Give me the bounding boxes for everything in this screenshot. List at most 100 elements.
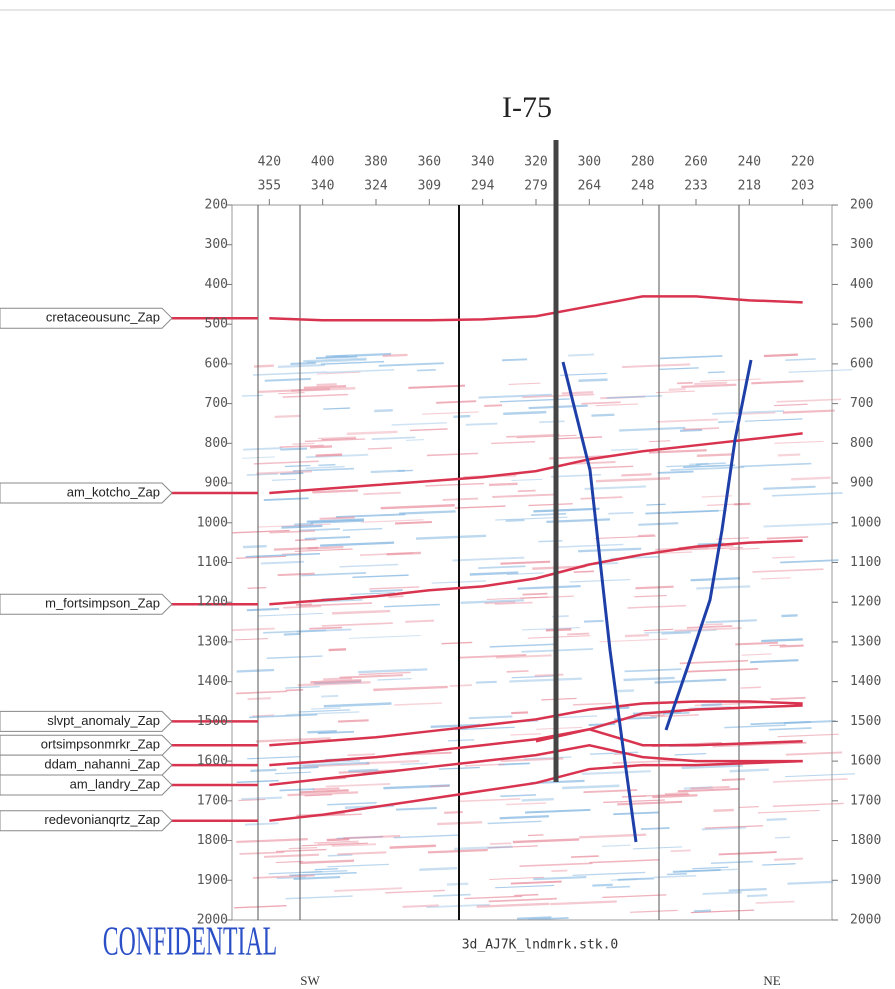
reflector xyxy=(518,586,581,589)
reflector xyxy=(589,860,659,863)
horizon-label: am_landry_Zap xyxy=(70,776,160,791)
x-tick-label: 320 xyxy=(524,155,547,170)
reflector xyxy=(453,416,470,417)
reflector xyxy=(595,404,638,406)
reflector xyxy=(573,872,646,875)
reflector xyxy=(311,708,341,709)
reflector xyxy=(236,839,307,842)
x-tick-label: 260 xyxy=(684,155,707,170)
reflector xyxy=(524,757,571,759)
reflector xyxy=(317,384,337,385)
reflector xyxy=(348,770,378,771)
reflector xyxy=(512,676,556,678)
reflector xyxy=(430,786,449,787)
reflector xyxy=(677,383,693,384)
reflector xyxy=(339,565,398,567)
y-tick-label: 400 xyxy=(850,277,873,292)
reflector xyxy=(358,669,427,672)
reflector xyxy=(541,698,576,699)
reflector xyxy=(384,604,440,606)
reflector xyxy=(514,895,538,896)
reflector xyxy=(436,401,476,403)
reflector xyxy=(591,415,614,416)
reflector xyxy=(502,359,527,360)
reflector xyxy=(254,366,274,367)
reflector xyxy=(469,716,513,718)
x-tick-label: 300 xyxy=(578,155,601,170)
reflector xyxy=(764,355,798,356)
reflector xyxy=(442,642,473,643)
reflector xyxy=(394,703,442,705)
reflector xyxy=(332,611,390,613)
reflector xyxy=(489,899,557,902)
reflector xyxy=(408,386,465,388)
reflector xyxy=(340,675,403,678)
reflector xyxy=(747,895,767,896)
horizon-label: ortsimpsonmrkr_Zap xyxy=(41,737,160,752)
reflector xyxy=(352,575,408,577)
reflector xyxy=(447,884,468,885)
reflector xyxy=(283,395,348,398)
reflector xyxy=(619,428,685,431)
reflector xyxy=(767,819,787,820)
reflector xyxy=(371,471,405,472)
reflector xyxy=(488,821,542,823)
reflector xyxy=(645,511,718,514)
reflector xyxy=(562,786,619,788)
y-tick-label: 1900 xyxy=(850,873,881,888)
y-tick-label: 2000 xyxy=(197,913,228,928)
reflector xyxy=(286,712,360,715)
y-tick-label: 700 xyxy=(850,396,873,411)
reflector xyxy=(562,392,593,393)
reflector xyxy=(761,639,802,641)
reflector xyxy=(452,558,524,561)
reflector xyxy=(285,687,320,688)
reflector xyxy=(546,629,572,630)
reflector xyxy=(740,687,760,688)
reflector xyxy=(718,422,734,423)
reflector xyxy=(257,471,312,473)
fault xyxy=(563,362,636,842)
reflector xyxy=(660,368,699,370)
chart: cretaceousunc_Zapam_kotcho_Zapm_fortsimp… xyxy=(0,0,895,989)
reflector xyxy=(571,856,599,857)
reflector xyxy=(299,861,354,863)
reflector xyxy=(622,364,690,367)
reflector xyxy=(428,850,488,852)
reflector xyxy=(278,393,304,394)
direction-label: NE xyxy=(763,973,780,988)
reflector xyxy=(500,399,570,402)
reflector xyxy=(750,722,810,724)
reflector xyxy=(243,448,282,450)
reflector xyxy=(740,464,811,467)
reflector xyxy=(298,710,350,712)
reflector xyxy=(306,467,345,469)
reflector xyxy=(425,484,484,486)
y-tick-label: 1600 xyxy=(850,754,881,769)
x-tick-label: 240 xyxy=(738,155,761,170)
reflector xyxy=(511,882,562,884)
reflector xyxy=(400,763,427,764)
reflector xyxy=(372,437,416,439)
reflector xyxy=(377,679,411,680)
reflector xyxy=(242,457,275,458)
reflector xyxy=(772,557,795,558)
reflector xyxy=(250,770,276,771)
reflector xyxy=(581,497,623,499)
y-tick-label: 1000 xyxy=(850,515,881,530)
y-tick-label: 200 xyxy=(850,198,873,213)
reflector xyxy=(476,682,497,683)
reflector xyxy=(324,704,392,707)
y-tick-label: 1200 xyxy=(850,595,881,610)
reflector xyxy=(763,487,815,489)
y-tick-label: 900 xyxy=(850,476,873,491)
reflector xyxy=(237,670,274,671)
reflector xyxy=(374,410,392,411)
reflector xyxy=(390,846,436,848)
reflector xyxy=(422,412,478,414)
reflector xyxy=(523,594,548,595)
reflector xyxy=(774,859,803,860)
reflector xyxy=(278,365,325,367)
reflector xyxy=(395,522,432,523)
reflector xyxy=(368,448,392,449)
